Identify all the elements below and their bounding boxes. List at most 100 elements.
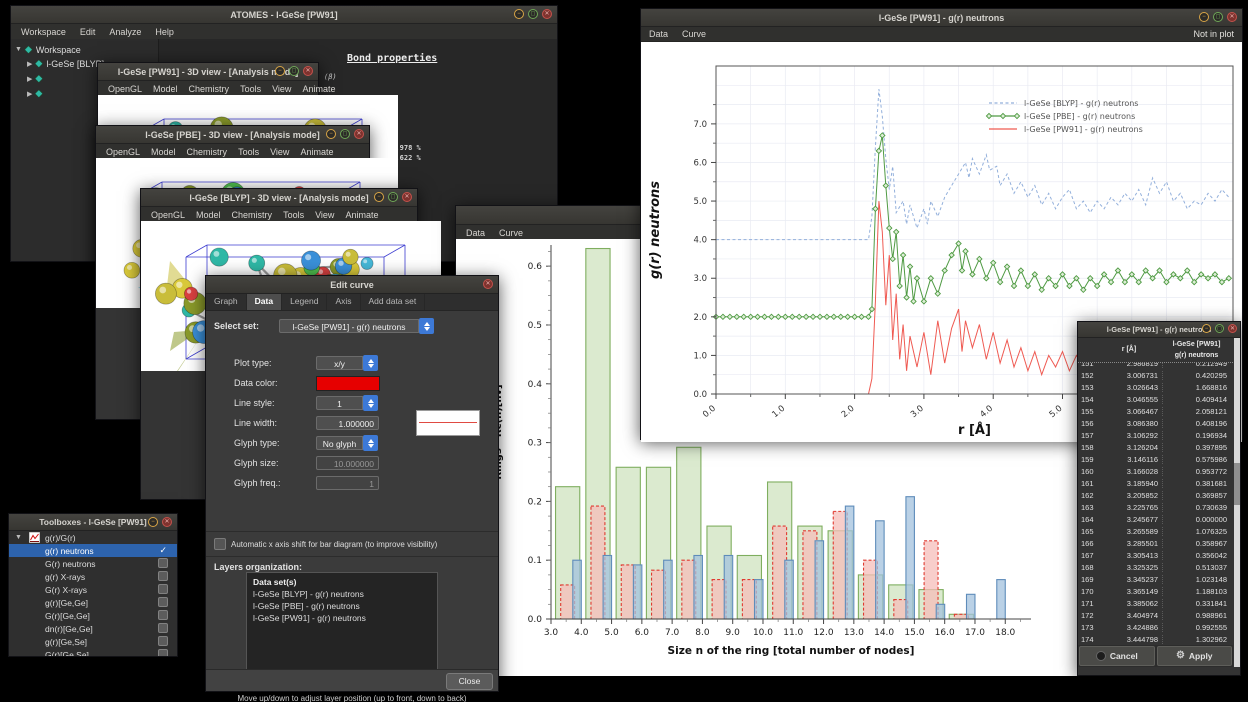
toolbox-item-4[interactable]: g(r)[Ge,Ge] [9, 596, 177, 609]
toolbox-item-0[interactable]: g(r) neutrons ✓ [9, 544, 177, 557]
menu-analyze[interactable]: Analyze [109, 26, 142, 37]
table-row[interactable]: 165 3.265589 1.076325 [1078, 525, 1233, 537]
close-icon[interactable]: ✕ [303, 66, 313, 76]
item-checkbox[interactable] [158, 597, 168, 607]
field-spinner[interactable] [363, 435, 378, 451]
maximize-icon[interactable]: ◻ [340, 129, 350, 139]
table-titlebar[interactable]: l-GeSe [PW91] - g(r) neutrons − ◻ ✕ [1078, 322, 1240, 338]
menu-data[interactable]: Data [649, 29, 669, 39]
viewer-titlebar[interactable]: l-GeSe [BLYP] - 3D view - [Analysis mode… [141, 189, 417, 207]
table-row[interactable]: 166 3.285501 0.358967 [1078, 537, 1233, 549]
table-row[interactable]: 155 3.066467 2.058121 [1078, 405, 1233, 417]
close-icon[interactable]: ✕ [1228, 324, 1237, 333]
menu-opengl[interactable]: OpenGL [106, 146, 141, 157]
toolbox-item-3[interactable]: G(r) X-rays [9, 583, 177, 596]
menu-view[interactable]: View [270, 146, 290, 157]
tree-item-3[interactable]: ▶ ◆ [27, 87, 46, 100]
field-value[interactable]: 1.000000 [316, 416, 379, 430]
expander-icon[interactable]: ▼ [15, 46, 22, 53]
menu-model[interactable]: Model [151, 146, 176, 157]
data-color-swatch[interactable] [316, 375, 380, 391]
menu-chemistry[interactable]: Chemistry [186, 146, 228, 157]
layers-list[interactable]: Data set(s) l-GeSe [BLYP] - g(r) neutrons… [246, 572, 438, 688]
menu-view[interactable]: View [272, 83, 292, 94]
table-row[interactable]: 156 3.086380 0.408196 [1078, 417, 1233, 429]
expander-icon[interactable]: ▼ [15, 534, 22, 541]
table-row[interactable]: 154 3.046555 0.409414 [1078, 393, 1233, 405]
tab-add-data-set[interactable]: Add data set [361, 294, 426, 310]
menu-animate[interactable]: Animate [302, 83, 336, 94]
minimize-icon[interactable]: − [1202, 324, 1211, 333]
table-row[interactable]: 162 3.205852 0.369857 [1078, 489, 1233, 501]
main-titlebar[interactable]: ATOMES - l-GeSe [PW91] − ◻ ✕ [11, 6, 557, 24]
toolbox-item-8[interactable]: G(r)[Ge,Se] [9, 648, 177, 656]
table-row[interactable]: 172 3.404974 0.988961 [1078, 609, 1233, 621]
table-row[interactable]: 174 3.444798 1.302962 [1078, 633, 1233, 644]
close-icon[interactable]: ✕ [162, 517, 172, 527]
table-row[interactable]: 173 3.424886 0.992555 [1078, 621, 1233, 633]
minimize-icon[interactable]: − [326, 129, 336, 139]
tree-item-workspace[interactable]: ▼ ◆ Workspace [15, 44, 81, 55]
maximize-icon[interactable]: ◻ [1215, 324, 1224, 333]
close-icon[interactable]: ✕ [483, 279, 493, 289]
close-button[interactable]: Close [446, 673, 493, 690]
toolbox-group-row[interactable]: ▼ g(r)/G(r) [15, 532, 76, 543]
select-set-spinner[interactable] [419, 318, 434, 334]
item-checkbox[interactable] [158, 623, 168, 633]
auto-x-shift-checkbox[interactable] [214, 538, 226, 550]
table-row[interactable]: 167 3.305413 0.356042 [1078, 549, 1233, 561]
minimize-icon[interactable]: − [148, 517, 158, 527]
maximize-icon[interactable]: ◻ [528, 9, 538, 19]
table-row[interactable]: 160 3.166028 0.953772 [1078, 465, 1233, 477]
item-checkbox[interactable] [158, 649, 168, 656]
item-checkbox[interactable] [158, 636, 168, 646]
cancel-button[interactable]: Cancel [1079, 646, 1155, 666]
table-row[interactable]: 153 3.026643 1.668816 [1078, 381, 1233, 393]
table-row[interactable]: 158 3.126204 0.397895 [1078, 441, 1233, 453]
item-checkbox[interactable] [158, 610, 168, 620]
menu-model[interactable]: Model [153, 83, 178, 94]
maximize-icon[interactable]: ◻ [1213, 12, 1223, 22]
menu-model[interactable]: Model [196, 209, 221, 220]
menu-curve[interactable]: Curve [499, 227, 524, 238]
field-value[interactable]: No glyph [316, 436, 363, 450]
field-spinner[interactable] [363, 395, 378, 411]
tab-axis[interactable]: Axis [327, 294, 361, 310]
item-checkbox[interactable] [158, 571, 168, 581]
field-value[interactable]: 1 [316, 476, 379, 490]
table-rows[interactable]: 151 2.986819 0.212949 152 3.006731 0.420295 15… [1078, 363, 1233, 644]
menu-animate[interactable]: Animate [300, 146, 334, 157]
menu-edit[interactable]: Edit [79, 26, 96, 37]
menu-help[interactable]: Help [155, 26, 174, 37]
close-icon[interactable]: ✕ [1227, 12, 1237, 22]
toolbox-item-5[interactable]: G(r)[Ge,Ge] [9, 609, 177, 622]
table-row[interactable]: 157 3.106292 0.196934 [1078, 429, 1233, 441]
layer-item-2[interactable]: l-GeSe [PW91] - g(r) neutrons [253, 613, 366, 623]
layer-item-1[interactable]: l-GeSe [PBE] - g(r) neutrons [253, 601, 360, 611]
menu-animate[interactable]: Animate [345, 209, 379, 220]
menu-data[interactable]: Data [466, 227, 486, 238]
table-row[interactable]: 170 3.365149 1.188103 [1078, 585, 1233, 597]
minimize-icon[interactable]: − [514, 9, 524, 19]
table-row[interactable]: 161 3.185940 0.381681 [1078, 477, 1233, 489]
menu-view[interactable]: View [315, 209, 335, 220]
toolbox-item-2[interactable]: g(r) X-rays [9, 570, 177, 583]
table-row[interactable]: 164 3.245677 0.000000 [1078, 513, 1233, 525]
item-checkbox[interactable] [158, 584, 168, 594]
menu-curve[interactable]: Curve [682, 29, 707, 39]
menu-opengl[interactable]: OpenGL [151, 209, 186, 220]
expander-icon[interactable]: ▶ [27, 75, 33, 83]
edit-curve-titlebar[interactable]: Edit curve ✕ [206, 276, 498, 294]
table-row[interactable]: 171 3.385062 0.331841 [1078, 597, 1233, 609]
field-value[interactable]: x/y [316, 356, 363, 370]
menu-tools[interactable]: Tools [238, 146, 260, 157]
maximize-icon[interactable]: ◻ [388, 192, 398, 202]
toolboxes-titlebar[interactable]: Toolboxes - l-GeSe [PW91] − ✕ [9, 514, 177, 531]
table-row[interactable]: 159 3.146116 0.575986 [1078, 453, 1233, 465]
close-icon[interactable]: ✕ [354, 129, 364, 139]
field-spinner[interactable] [363, 355, 378, 371]
table-row[interactable]: 151 2.986819 0.212949 [1078, 363, 1233, 369]
field-value[interactable]: 1 [316, 396, 363, 410]
tab-data[interactable]: Data [246, 294, 283, 310]
menu-chemistry[interactable]: Chemistry [231, 209, 273, 220]
